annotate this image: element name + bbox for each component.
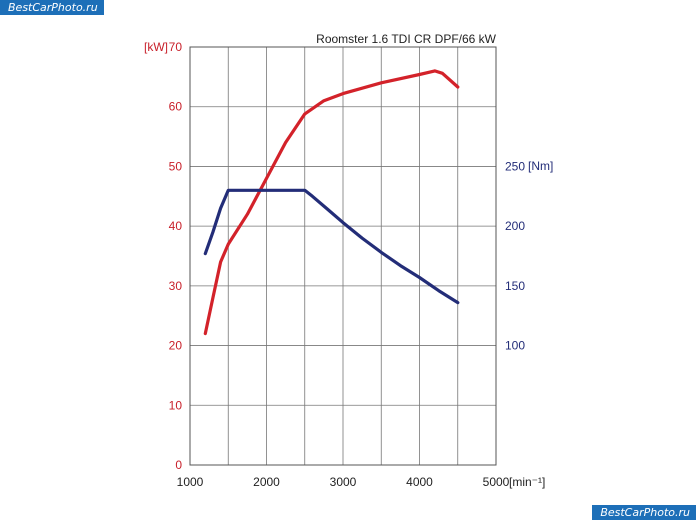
- y-left-tick-label: 70: [169, 40, 183, 54]
- y-axis-left-label: [kW]: [144, 40, 168, 54]
- x-tick-label: 2000: [253, 475, 280, 489]
- x-tick-label: 3000: [330, 475, 357, 489]
- y-left-tick-label: 0: [175, 458, 182, 472]
- y-right-tick-label: 250: [505, 159, 525, 173]
- y-left-tick-label: 40: [169, 219, 183, 233]
- plot-border: [189, 46, 497, 466]
- x-tick-label: 4000: [406, 475, 433, 489]
- grid: [189, 46, 497, 466]
- y-axis-right-label: [Nm]: [528, 159, 553, 173]
- y-right-tick-label: 100: [505, 339, 525, 353]
- series-lines: [203, 69, 460, 336]
- watermark-top: BestCarPhoto.ru: [0, 0, 104, 15]
- axis-labels: 1000 2000 3000 4000 5000 0 10 20 30 40 50 60 70 100 15…: [169, 40, 526, 489]
- y-right-tick-label: 150: [505, 279, 525, 293]
- chart-title: Roomster 1.6 TDI CR DPF/66 kW: [316, 32, 496, 46]
- torque-curve-line: [203, 188, 460, 305]
- plot-frame: [189, 46, 497, 466]
- y-left-tick-label: 60: [169, 100, 183, 114]
- y-right-tick-label: 200: [505, 219, 525, 233]
- x-axis-label: [min⁻¹]: [509, 475, 545, 489]
- y-left-tick-label: 20: [169, 339, 183, 353]
- watermark-bottom: BestCarPhoto.ru: [592, 505, 696, 520]
- x-tick-label: 5000: [483, 475, 510, 489]
- y-left-tick-label: 30: [169, 279, 183, 293]
- x-tick-label: 1000: [177, 475, 204, 489]
- y-left-tick-label: 10: [169, 398, 183, 412]
- power-curve-line: [203, 69, 460, 336]
- y-left-tick-label: 50: [169, 159, 183, 173]
